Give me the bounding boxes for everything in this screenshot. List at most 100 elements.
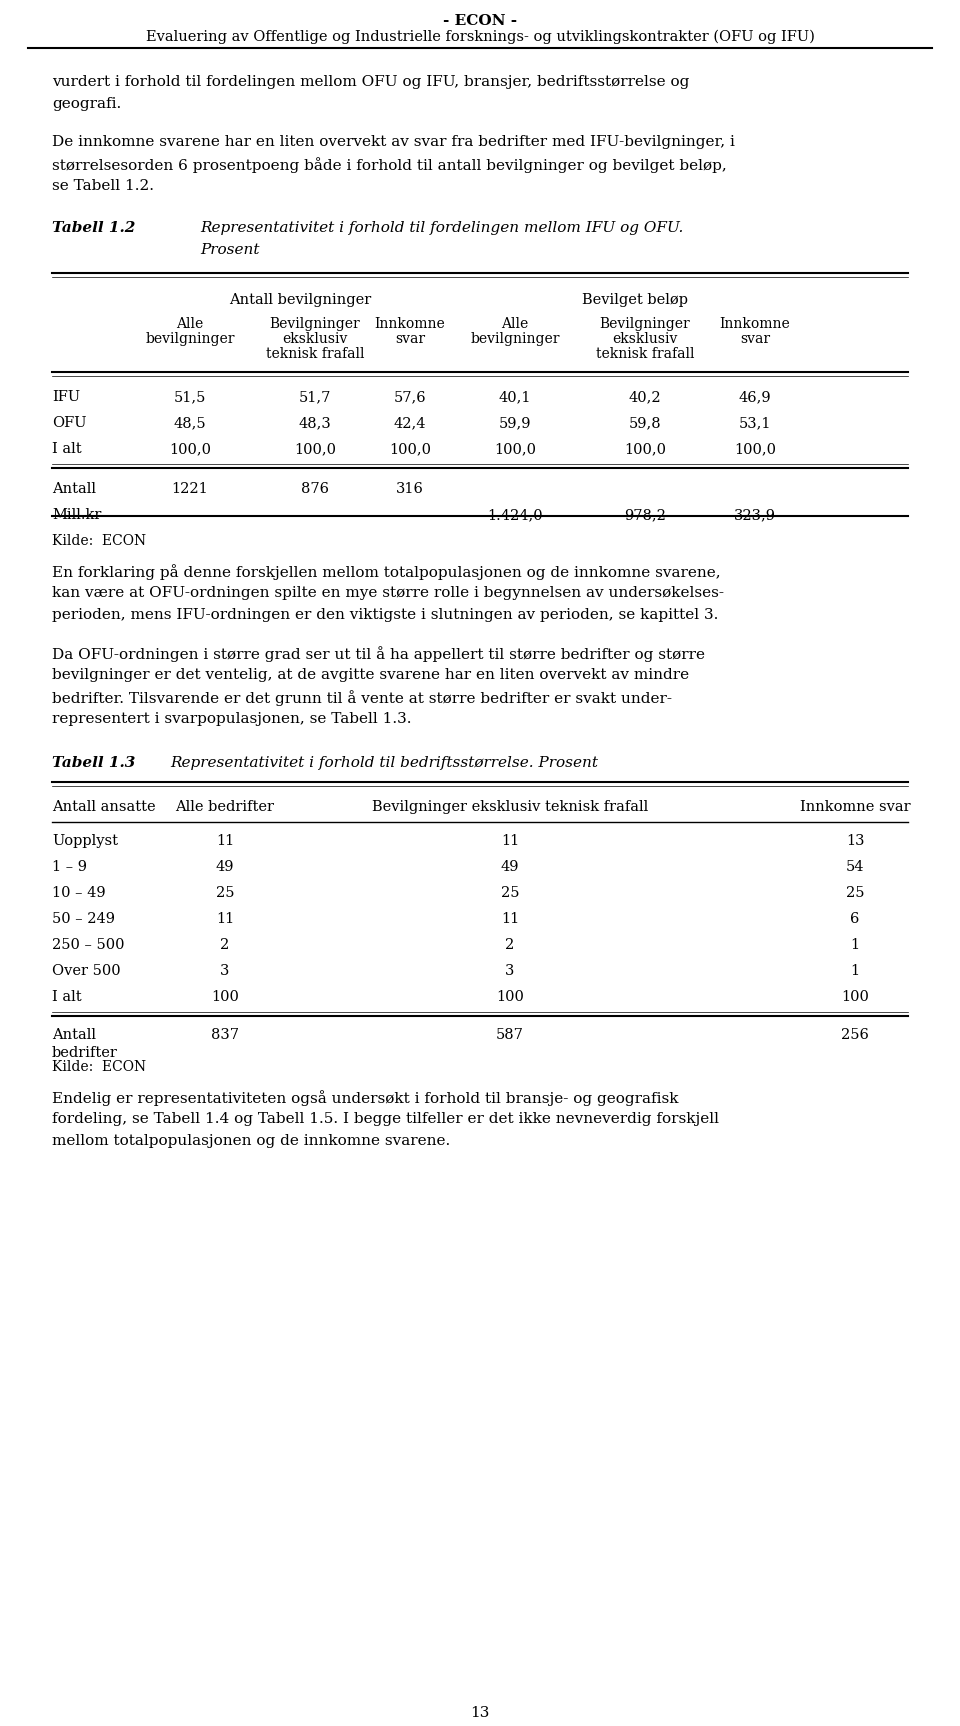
Text: eksklusiv: eksklusiv [612, 331, 678, 345]
Text: 54: 54 [846, 860, 864, 873]
Text: 256: 256 [841, 1029, 869, 1043]
Text: 42,4: 42,4 [394, 416, 426, 430]
Text: 25: 25 [501, 885, 519, 899]
Text: Evaluering av Offentlige og Industrielle forsknings- og utviklingskontrakter (OF: Evaluering av Offentlige og Industrielle… [146, 29, 814, 45]
Text: 49: 49 [216, 860, 234, 873]
Text: fordeling, se Tabell 1.4 og Tabell 1.5. I begge tilfeller er det ikke nevneverdi: fordeling, se Tabell 1.4 og Tabell 1.5. … [52, 1112, 719, 1125]
Text: størrelsesorden 6 prosentpoeng både i forhold til antall bevilgninger og bevilge: størrelsesorden 6 prosentpoeng både i fo… [52, 157, 727, 173]
Text: 1 – 9: 1 – 9 [52, 860, 87, 873]
Text: 40,2: 40,2 [629, 390, 661, 404]
Text: Uopplyst: Uopplyst [52, 834, 118, 847]
Text: Antall: Antall [52, 1029, 96, 1043]
Text: 25: 25 [216, 885, 234, 899]
Text: Kilde:  ECON: Kilde: ECON [52, 533, 146, 547]
Text: 49: 49 [501, 860, 519, 873]
Text: 316: 316 [396, 482, 424, 495]
Text: 100,0: 100,0 [169, 442, 211, 456]
Text: Alle bedrifter: Alle bedrifter [176, 799, 275, 815]
Text: bevilgninger: bevilgninger [470, 331, 560, 345]
Text: OFU: OFU [52, 416, 86, 430]
Text: 48,3: 48,3 [299, 416, 331, 430]
Text: 100,0: 100,0 [734, 442, 776, 456]
Text: representert i svarpopulasjonen, se Tabell 1.3.: representert i svarpopulasjonen, se Tabe… [52, 713, 412, 727]
Text: 46,9: 46,9 [738, 390, 771, 404]
Text: mellom totalpopulasjonen og de innkomne svarene.: mellom totalpopulasjonen og de innkomne … [52, 1134, 450, 1148]
Text: Antall bevilgninger: Antall bevilgninger [228, 293, 372, 307]
Text: Bevilgninger: Bevilgninger [270, 318, 360, 331]
Text: IFU: IFU [52, 390, 80, 404]
Text: Prosent: Prosent [200, 243, 259, 257]
Text: svar: svar [395, 331, 425, 345]
Text: Bevilget beløp: Bevilget beløp [582, 293, 688, 307]
Text: 10 – 49: 10 – 49 [52, 885, 106, 899]
Text: geografi.: geografi. [52, 97, 121, 110]
Text: Tabell 1.3: Tabell 1.3 [52, 756, 135, 770]
Text: 837: 837 [211, 1029, 239, 1043]
Text: bevilgninger: bevilgninger [145, 331, 235, 345]
Text: Bevilgninger eksklusiv teknisk frafall: Bevilgninger eksklusiv teknisk frafall [372, 799, 648, 815]
Text: Over 500: Over 500 [52, 965, 121, 979]
Text: se Tabell 1.2.: se Tabell 1.2. [52, 180, 154, 193]
Text: vurdert i forhold til fordelingen mellom OFU og IFU, bransjer, bedriftsstørrelse: vurdert i forhold til fordelingen mellom… [52, 74, 689, 90]
Text: Representativitet i forhold til fordelingen mellom IFU og OFU.: Representativitet i forhold til fordelin… [200, 221, 684, 235]
Text: 1.424,0: 1.424,0 [487, 507, 542, 521]
Text: Tabell 1.2: Tabell 1.2 [52, 221, 135, 235]
Text: 100,0: 100,0 [294, 442, 336, 456]
Text: 1: 1 [851, 965, 859, 979]
Text: teknisk frafall: teknisk frafall [596, 347, 694, 361]
Text: 59,9: 59,9 [499, 416, 531, 430]
Text: 2: 2 [505, 937, 515, 953]
Text: I alt: I alt [52, 991, 82, 1005]
Text: Antall: Antall [52, 482, 96, 495]
Text: 100,0: 100,0 [624, 442, 666, 456]
Text: 11: 11 [501, 911, 519, 927]
Text: bedrifter. Tilsvarende er det grunn til å vente at større bedrifter er svakt und: bedrifter. Tilsvarende er det grunn til … [52, 690, 672, 706]
Text: 11: 11 [501, 834, 519, 847]
Text: 100: 100 [496, 991, 524, 1005]
Text: eksklusiv: eksklusiv [282, 331, 348, 345]
Text: 59,8: 59,8 [629, 416, 661, 430]
Text: 11: 11 [216, 911, 234, 927]
Text: 3: 3 [220, 965, 229, 979]
Text: Innkomne: Innkomne [374, 318, 445, 331]
Text: 587: 587 [496, 1029, 524, 1043]
Text: 978,2: 978,2 [624, 507, 666, 521]
Text: 57,6: 57,6 [394, 390, 426, 404]
Text: 1221: 1221 [172, 482, 208, 495]
Text: I alt: I alt [52, 442, 82, 456]
Text: 51,7: 51,7 [299, 390, 331, 404]
Text: Mill.kr: Mill.kr [52, 507, 102, 521]
Text: Alle: Alle [177, 318, 204, 331]
Text: perioden, mens IFU-ordningen er den viktigste i slutningen av perioden, se kapit: perioden, mens IFU-ordningen er den vikt… [52, 608, 718, 621]
Text: 40,1: 40,1 [499, 390, 531, 404]
Text: 50 – 249: 50 – 249 [52, 911, 115, 927]
Text: - ECON -: - ECON - [443, 14, 517, 28]
Text: bevilgninger er det ventelig, at de avgitte svarene har en liten overvekt av min: bevilgninger er det ventelig, at de avgi… [52, 668, 689, 682]
Text: 11: 11 [216, 834, 234, 847]
Text: 13: 13 [846, 834, 864, 847]
Text: 100,0: 100,0 [389, 442, 431, 456]
Text: 100: 100 [211, 991, 239, 1005]
Text: Representativitet i forhold til bedriftsstørrelse. Prosent: Representativitet i forhold til bedrifts… [170, 756, 598, 770]
Text: Endelig er representativiteten også undersøkt i forhold til bransje- og geografi: Endelig er representativiteten også unde… [52, 1091, 679, 1106]
Text: 6: 6 [851, 911, 860, 927]
Text: kan være at OFU-ordningen spilte en mye større rolle i begynnelsen av undersøkel: kan være at OFU-ordningen spilte en mye … [52, 587, 724, 601]
Text: Antall ansatte: Antall ansatte [52, 799, 156, 815]
Text: 3: 3 [505, 965, 515, 979]
Text: Da OFU-ordningen i større grad ser ut til å ha appellert til større bedrifter og: Da OFU-ordningen i større grad ser ut ti… [52, 646, 705, 661]
Text: teknisk frafall: teknisk frafall [266, 347, 364, 361]
Text: Bevilgninger: Bevilgninger [600, 318, 690, 331]
Text: 876: 876 [301, 482, 329, 495]
Text: svar: svar [740, 331, 770, 345]
Text: 48,5: 48,5 [174, 416, 206, 430]
Text: Innkomne svar: Innkomne svar [800, 799, 910, 815]
Text: Kilde:  ECON: Kilde: ECON [52, 1060, 146, 1074]
Text: 2: 2 [221, 937, 229, 953]
Text: 250 – 500: 250 – 500 [52, 937, 125, 953]
Text: 100: 100 [841, 991, 869, 1005]
Text: De innkomne svarene har en liten overvekt av svar fra bedrifter med IFU-bevilgni: De innkomne svarene har en liten overvek… [52, 135, 734, 148]
Text: 13: 13 [470, 1705, 490, 1721]
Text: 323,9: 323,9 [734, 507, 776, 521]
Text: 100,0: 100,0 [494, 442, 536, 456]
Text: Alle: Alle [501, 318, 529, 331]
